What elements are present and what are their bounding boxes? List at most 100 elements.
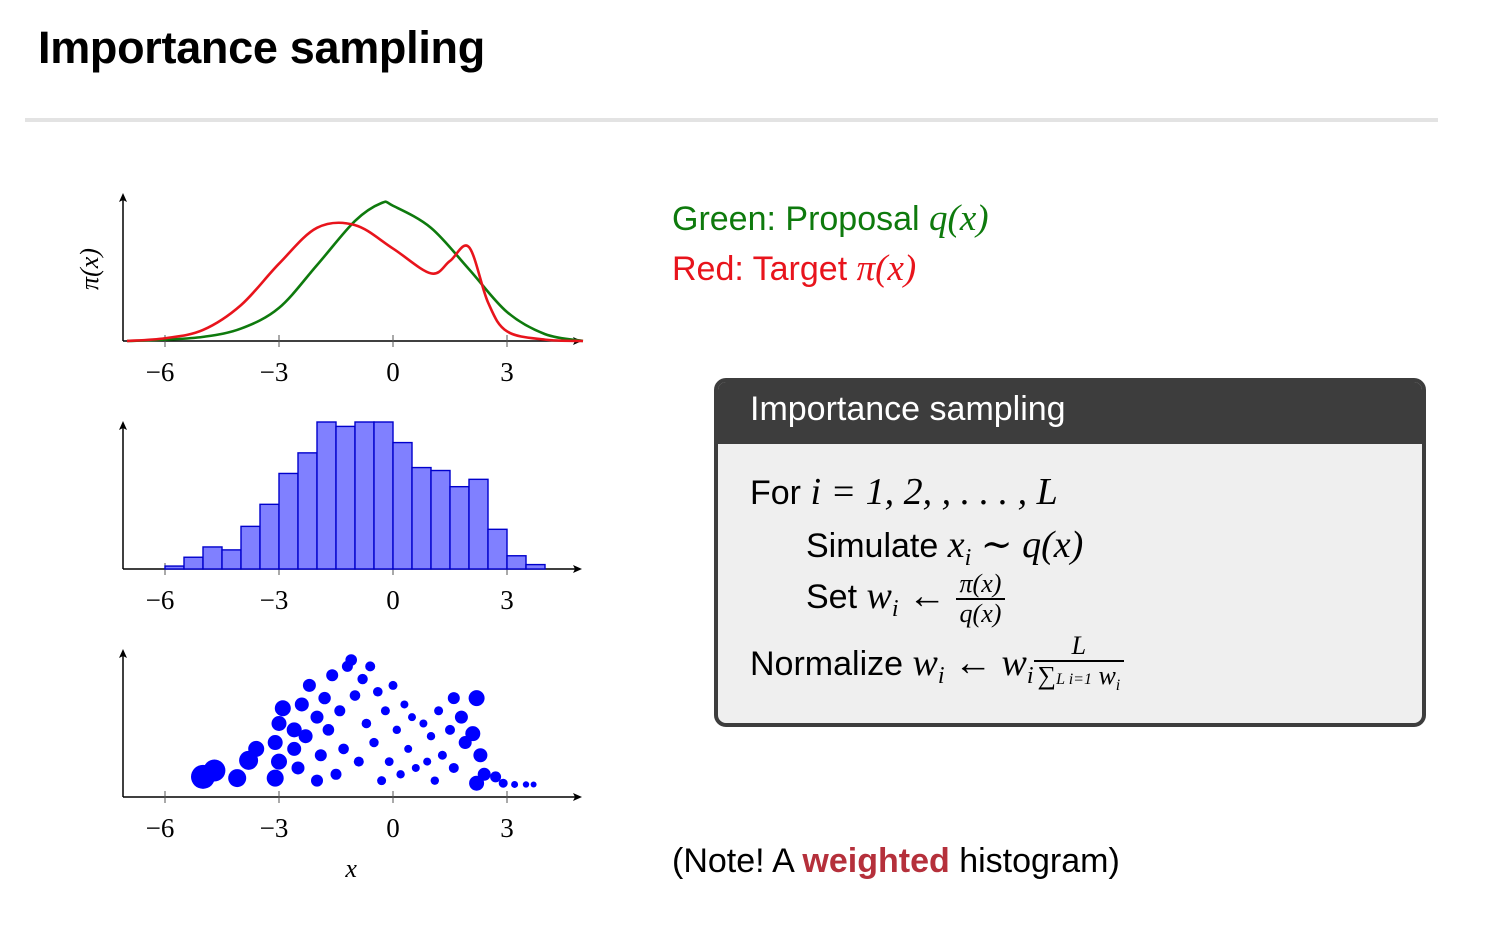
slide-title: Importance sampling xyxy=(38,22,485,73)
x-tick-label-1-0: −6 xyxy=(146,357,175,387)
note-text: (Note! A weighted histogram) xyxy=(672,842,1120,881)
algorithm-block-title: Importance sampling xyxy=(750,390,1066,428)
algorithm-line-set: Set wi ← π(x) q(x) xyxy=(806,570,1006,628)
algorithm-line-set-var: w xyxy=(866,574,892,617)
fraction-denominator: q(x) xyxy=(959,599,1002,628)
histogram-bar xyxy=(487,528,508,570)
algorithm-line-simulate-sub: i xyxy=(964,544,972,571)
y-axis-label: π(x) xyxy=(75,248,104,290)
weighted-sample-point xyxy=(228,769,247,788)
weighted-sample-point xyxy=(287,741,302,756)
weighted-sample-point xyxy=(318,691,331,705)
weighted-sample-point xyxy=(522,781,530,788)
histogram-bar xyxy=(183,556,204,570)
algorithm-line-normalize-sub: i xyxy=(937,662,945,689)
x-tick-label-1-2: 0 xyxy=(386,357,400,387)
legend-proposal-label: Green: Proposal xyxy=(672,200,930,238)
weighted-sample-point xyxy=(271,716,287,731)
histogram-bar xyxy=(259,503,280,570)
weighted-sample-point xyxy=(411,763,420,772)
weighted-sample-point xyxy=(388,680,398,690)
histogram-bar xyxy=(240,525,261,570)
weighted-sample-point xyxy=(266,769,284,787)
algorithm-line-simulate: Simulate xi ∼ q(x) xyxy=(806,522,1083,572)
legend-target-math: π(x) xyxy=(856,248,917,289)
weighted-sample-point xyxy=(377,776,387,786)
charts-panel: −6 −3 0 3 π(x) −6 −3 0 3 −6 −3 0 3 x xyxy=(75,193,584,883)
weighted-sample-point xyxy=(314,749,327,762)
algorithm-line-simulate-rest: ∼ q(x) xyxy=(971,524,1084,566)
algorithm-line-simulate-text: Simulate xyxy=(806,527,948,565)
density-curve-0 xyxy=(126,200,584,343)
weighted-sample-point xyxy=(498,778,508,788)
weighted-sample-point xyxy=(203,759,226,782)
histogram-bar xyxy=(297,452,318,570)
algorithm-line-set-sub: i xyxy=(891,595,899,622)
note-prefix: (Note! A xyxy=(672,842,803,880)
legend-proposal-math: q(x) xyxy=(929,198,989,239)
weighted-sample-point xyxy=(373,686,383,697)
weighted-sample-point xyxy=(469,775,485,791)
weighted-sample-point xyxy=(400,700,409,709)
weighted-sample-point xyxy=(419,719,428,728)
histogram-bar xyxy=(525,563,546,570)
weighted-sample-point xyxy=(430,776,439,785)
weighted-sample-point xyxy=(384,757,394,766)
histogram-bar xyxy=(354,421,375,570)
weighted-sample-point xyxy=(454,710,468,724)
weighted-sample-point xyxy=(310,710,324,724)
algorithm-line-normalize-var: w xyxy=(912,642,938,685)
x-tick-label-2-1: −3 xyxy=(260,585,289,615)
histogram-bar xyxy=(278,472,299,570)
sum-symbol: ∑ xyxy=(1037,661,1057,690)
weighted-sample-point xyxy=(445,724,455,735)
weighted-sample-point xyxy=(334,705,346,717)
algorithm-line-set-fraction: π(x) q(x) xyxy=(955,570,1006,628)
weighted-sample-point xyxy=(311,774,323,787)
fraction-denominator: ∑L i=1 wi xyxy=(1034,662,1125,700)
algorithm-line-normalize-fraction: L ∑L i=1 wi xyxy=(1033,632,1125,700)
y-axis-arrow-3 xyxy=(119,649,127,658)
x-tick-label-3-0: −6 xyxy=(146,813,175,843)
note-emphasis: weighted xyxy=(802,842,950,880)
weighted-sample-point xyxy=(353,756,364,767)
weighted-sample-point xyxy=(349,690,361,701)
x-axis-arrow-2 xyxy=(573,565,582,573)
x-tick-label-2-2: 0 xyxy=(386,585,400,615)
algorithm-line-normalize-sub2: i xyxy=(1026,662,1034,689)
weighted-sample-point xyxy=(447,692,460,705)
algorithm-line-normalize-arrow: ← w xyxy=(944,642,1027,685)
note-suffix: histogram) xyxy=(949,842,1120,880)
algorithm-line-set-text: Set xyxy=(806,577,867,616)
sum-limits: L i=1 xyxy=(1056,671,1092,688)
weighted-sample-point xyxy=(511,780,519,788)
weighted-sample-point xyxy=(423,757,432,766)
algorithm-line-simulate-var: x xyxy=(947,524,965,566)
weighted-sample-point xyxy=(345,654,358,666)
x-tick-label-1-1: −3 xyxy=(260,357,289,387)
fraction-numerator: π(x) xyxy=(955,570,1006,600)
legend-target-label: Red: Target xyxy=(672,250,857,288)
weighted-sample-point xyxy=(380,706,390,716)
x-axis-arrow-3 xyxy=(573,793,582,801)
weighted-sample-point xyxy=(291,761,305,775)
weighted-sample-point xyxy=(286,722,302,738)
algorithm-line-set-arrow: ← xyxy=(898,574,956,617)
weighted-sample-point xyxy=(434,706,444,716)
weighted-sample-point xyxy=(322,724,335,736)
density-curve-1 xyxy=(126,221,584,343)
weighted-sample-point xyxy=(404,744,413,753)
algorithm-line-normalize: Normalize wi ← wi L ∑L i=1 wi xyxy=(750,632,1125,700)
x-tick-label-3-1: −3 xyxy=(260,813,289,843)
histogram-bar xyxy=(449,485,470,570)
algorithm-block: Importance sampling For i = 1, 2, , . . … xyxy=(714,378,1426,727)
weighted-sample-point xyxy=(361,718,372,729)
algorithm-line-for-math: i = 1, 2, , . . . , L xyxy=(810,471,1058,513)
weighted-sample-point xyxy=(267,735,283,751)
weighted-sample-point xyxy=(365,661,376,672)
x-tick-label-1-3: 3 xyxy=(500,357,514,387)
x-tick-label-2-0: −6 xyxy=(146,585,175,615)
weighted-sample-point xyxy=(326,669,339,682)
algorithm-line-for: For i = 1, 2, , . . . , L xyxy=(750,470,1058,514)
histogram-bar xyxy=(506,555,527,570)
